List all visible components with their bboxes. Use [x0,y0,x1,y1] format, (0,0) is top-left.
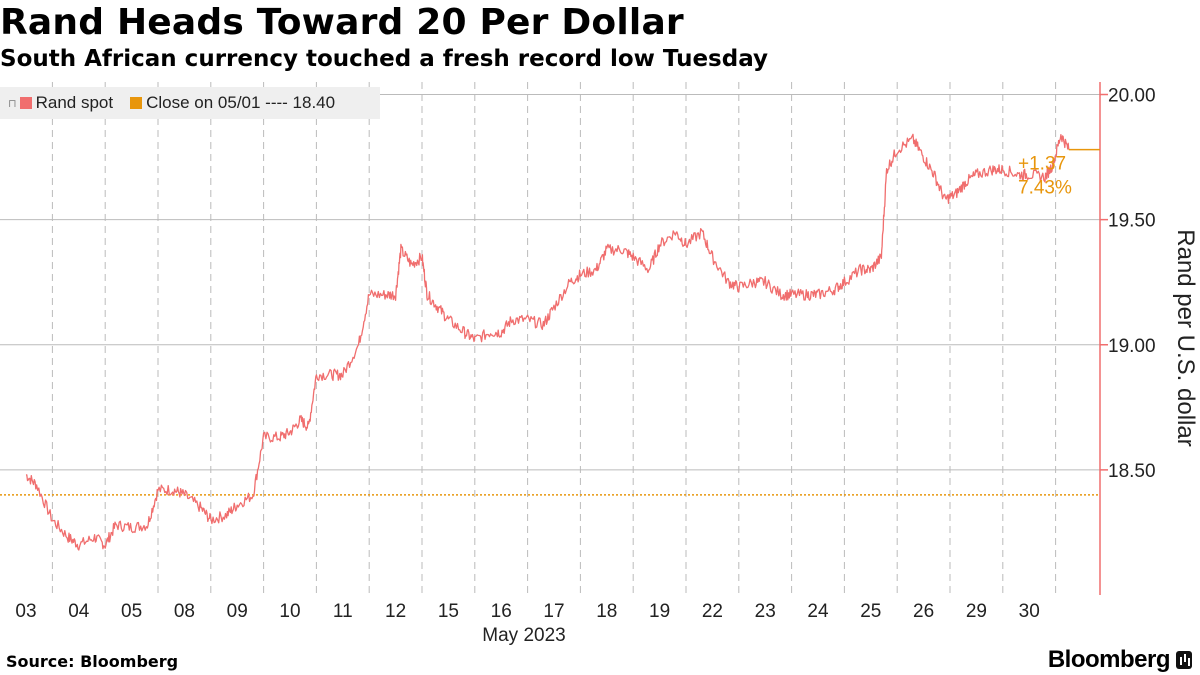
axis-layer: 18.50 19.00 19.50 20.00 03 04 05 08 09 10 11 12 15 16… [15,82,1199,646]
x-tick-label: 23 [755,601,776,622]
x-tick-label: 16 [491,601,512,622]
x-tick-label: 12 [385,601,406,622]
source-note: Source: Bloomberg [6,652,179,671]
x-tick-label: 22 [702,601,723,622]
percent-annotation: 7.43% [1018,178,1072,199]
x-tick-label: 04 [68,601,90,622]
annotation-layer: +1.37 7.43% [1018,148,1100,199]
y-axis-label: Rand per U.S. dollar [1172,229,1199,446]
x-tick-label: 25 [860,601,881,622]
bloomberg-terminal-icon [1176,651,1192,669]
x-tick-label: 15 [438,601,459,622]
series-line-rand-spot [25,133,1070,551]
x-tick-label: 18 [596,601,617,622]
y-tick-label: 19.50 [1108,211,1156,232]
chart-subtitle: South African currency touched a fresh r… [0,46,769,72]
x-tick-label: 17 [543,601,564,622]
x-tick-label: 09 [227,601,248,622]
legend-item-close-reference[interactable]: Close on 05/01 ---- 18.40 [127,93,335,113]
legend-menu-icon[interactable]: ⊓ [8,97,17,110]
x-tick-label: 03 [15,601,36,622]
y-tick-label: 19.00 [1108,336,1156,357]
series-layer [25,133,1070,551]
x-tick-label: 08 [174,601,195,622]
legend-swatch-close-reference [130,97,143,109]
legend-swatch-rand-spot [19,97,32,109]
grid-lines [0,82,1100,595]
legend: ⊓ Rand spot Close on 05/01 ---- 18.40 [0,87,380,119]
legend-label-rand-spot: Rand spot [35,93,114,112]
brand-logo-text: Bloomberg [1047,646,1171,673]
x-tick-label: 05 [121,601,142,622]
legend-item-rand-spot[interactable]: Rand spot [17,93,114,113]
change-annotation: +1.37 [1018,154,1066,175]
x-tick-label: 19 [649,601,670,622]
x-tick-label: 30 [1019,601,1040,622]
x-tick-label: 11 [333,601,353,622]
y-tick-label: 20.00 [1108,86,1156,107]
x-axis-label: May 2023 [482,625,565,646]
x-tick-label: 29 [966,601,987,622]
chart-title: Rand Heads Toward 20 Per Dollar [0,2,684,43]
x-tick-label: 10 [279,601,300,622]
x-tick-label: 24 [807,601,829,622]
legend-label-close-reference: Close on 05/01 ---- 18.40 [146,93,336,112]
y-tick-label: 18.50 [1108,461,1156,482]
x-tick-label: 26 [913,601,934,622]
